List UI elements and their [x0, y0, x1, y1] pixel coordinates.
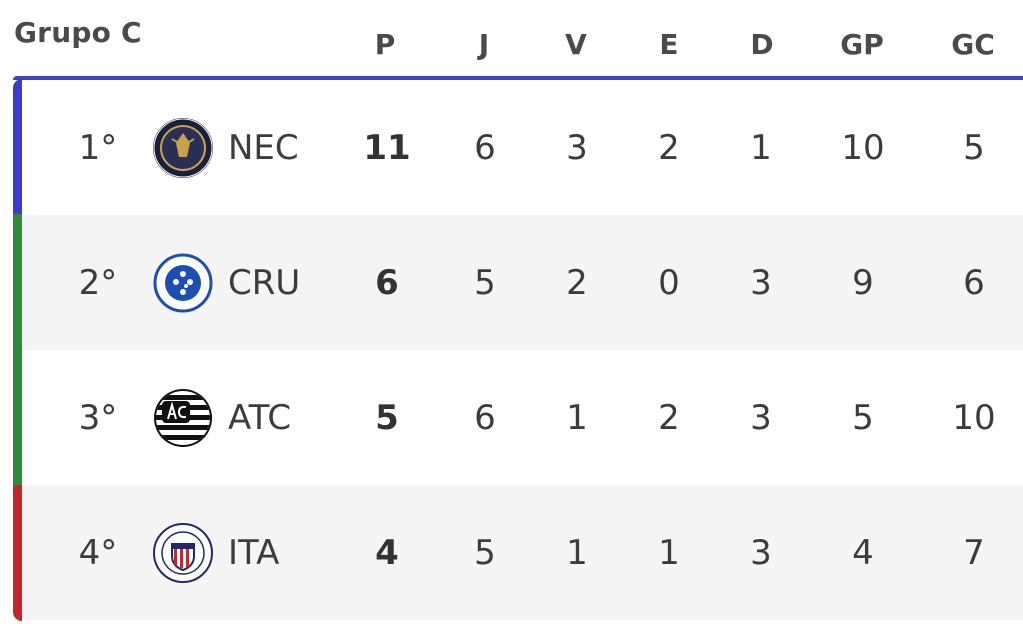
table-top-border [13, 76, 1023, 80]
losses: 3 [750, 397, 772, 438]
wins: 1 [566, 397, 588, 438]
losses: 1 [750, 127, 772, 168]
goals-for: 9 [852, 262, 874, 303]
games: 6 [474, 397, 496, 438]
games: 5 [474, 532, 496, 573]
table-row[interactable]: 4° ITA 4 5 1 1 3 4 7 [22, 485, 1023, 620]
points: 6 [375, 262, 399, 303]
position: 1° [78, 127, 118, 168]
column-header-wins[interactable]: V [565, 28, 587, 61]
position: 3° [78, 397, 118, 438]
column-header-games[interactable]: J [478, 28, 490, 61]
goals-for: 5 [852, 397, 874, 438]
games: 6 [474, 127, 496, 168]
goals-against: 7 [963, 532, 985, 573]
zone-indicator-qualification [13, 214, 22, 485]
group-title: Grupo C [14, 16, 142, 49]
wins: 2 [566, 262, 588, 303]
points: 5 [375, 397, 399, 438]
column-header-draws[interactable]: E [659, 28, 679, 61]
wins: 1 [566, 532, 588, 573]
column-header-goals-for[interactable]: GP [840, 28, 884, 61]
goals-for: 10 [841, 127, 885, 168]
goals-against: 10 [952, 397, 996, 438]
points: 4 [375, 532, 399, 573]
atletico-crest-icon [154, 388, 212, 447]
north-esporte-clube-crest-icon [153, 117, 213, 178]
draws: 0 [658, 262, 680, 303]
itabirito-crest-icon [153, 522, 213, 583]
column-header-goals-against[interactable]: GC [951, 28, 995, 61]
table-row[interactable]: 2° CRU 6 5 2 0 3 9 6 [22, 215, 1023, 350]
table-row[interactable]: 1° NEC 11 6 3 2 1 10 5 [22, 80, 1023, 215]
draws: 2 [658, 397, 680, 438]
zone-indicator-relegation [13, 485, 22, 621]
games: 5 [474, 262, 496, 303]
losses: 3 [750, 262, 772, 303]
goals-against: 6 [963, 262, 985, 303]
position: 2° [78, 262, 118, 303]
table-header: Grupo C P J V E D GP GC [0, 0, 1023, 76]
column-header-losses[interactable]: D [750, 28, 774, 61]
cruzeiro-crest-icon [153, 253, 213, 312]
position: 4° [78, 532, 118, 573]
team-name[interactable]: CRU [228, 262, 301, 303]
wins: 3 [566, 127, 588, 168]
losses: 3 [750, 532, 772, 573]
column-header-points[interactable]: P [374, 28, 396, 61]
points: 11 [363, 127, 411, 168]
team-name[interactable]: ATC [228, 397, 292, 438]
goals-for: 4 [852, 532, 874, 573]
table-row[interactable]: 3° ATC 5 6 1 2 3 5 10 [22, 350, 1023, 485]
team-name[interactable]: ITA [228, 532, 280, 573]
draws: 1 [658, 532, 680, 573]
draws: 2 [658, 127, 680, 168]
team-name[interactable]: NEC [228, 127, 299, 168]
goals-against: 5 [963, 127, 985, 168]
zone-indicator-promotion [13, 79, 22, 214]
